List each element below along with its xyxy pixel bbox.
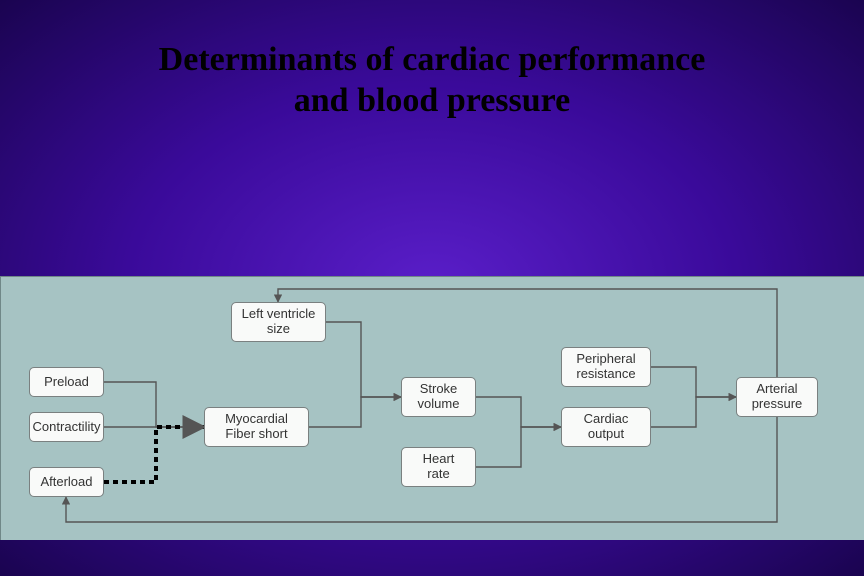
flowchart-node-cardout: Cardiacoutput: [561, 407, 651, 447]
slide-title: Determinants of cardiac performance and …: [0, 40, 864, 122]
flowchart-node-heartrate: Heartrate: [401, 447, 476, 487]
edge-heartrate-to-cardout: [476, 427, 561, 467]
flowchart-node-lvsize: Left ventriclesize: [231, 302, 326, 342]
edge-strokevol-to-cardout: [476, 397, 561, 427]
edge-afterload-to-mfshort: [104, 427, 204, 482]
edge-cardout-to-artpress: [651, 397, 736, 427]
edge-artpress-to-lvsize: [278, 289, 777, 377]
edge-mfshort-to-strokevol: [309, 397, 401, 427]
flowchart-node-artpress: Arterialpressure: [736, 377, 818, 417]
flowchart-node-strokevol: Strokevolume: [401, 377, 476, 417]
flowchart-node-afterload: Afterload: [29, 467, 104, 497]
flowchart-panel: Preload Contractility Afterload Left ventri…: [0, 276, 864, 540]
edge-lvsize-to-strokevol: [326, 322, 401, 397]
flowchart-node-preload: Preload: [29, 367, 104, 397]
flowchart-node-mfshort: MyocardialFiber short: [204, 407, 309, 447]
flowchart-node-periphres: Peripheralresistance: [561, 347, 651, 387]
title-line-1: Determinants of cardiac performance: [0, 40, 864, 81]
edge-preload-to-mfshort: [104, 382, 204, 427]
edge-periphres-to-artpress: [651, 367, 736, 397]
title-line-2: and blood pressure: [0, 81, 864, 122]
flowchart-node-contractility: Contractility: [29, 412, 104, 442]
